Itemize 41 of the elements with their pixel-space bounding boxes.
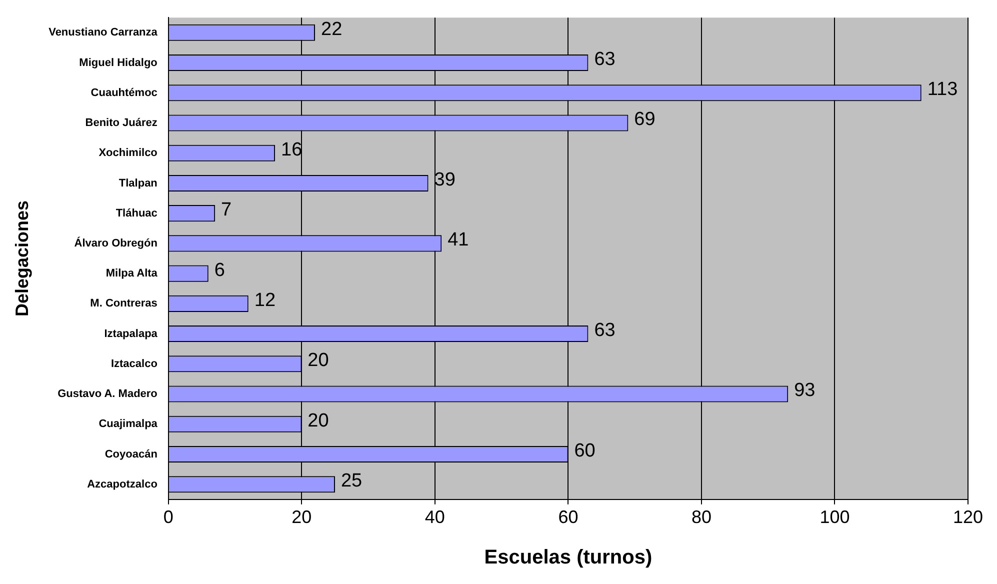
data-label: 39 xyxy=(434,169,456,190)
data-label: 16 xyxy=(281,139,302,160)
y-tick-label: Venustiano Carranza xyxy=(48,26,158,39)
data-label: 20 xyxy=(308,410,329,432)
y-tick-label: Benito Juárez xyxy=(85,117,158,130)
y-tick-label: Iztapalapa xyxy=(104,328,158,340)
y-tick-label: Xochimilco xyxy=(98,147,158,160)
data-label: 63 xyxy=(594,49,616,70)
y-tick-label: Álvaro Obregón xyxy=(74,236,158,250)
data-label: 93 xyxy=(794,380,816,402)
x-tick-label: 80 xyxy=(691,507,712,528)
data-label: 25 xyxy=(340,470,362,492)
y-tick-label: Azcapotzalco xyxy=(87,478,158,490)
y-tick-label: M. Contreras xyxy=(90,298,158,310)
x-axis-title: Escuelas (turnos) xyxy=(484,546,652,569)
data-label: 63 xyxy=(594,320,616,342)
data-label: 69 xyxy=(634,109,656,130)
y-tick-label: Cuauhtémoc xyxy=(90,86,158,99)
x-tick-label: 60 xyxy=(558,507,578,528)
data-label: 41 xyxy=(448,230,469,251)
y-tick-label: Milpa Alta xyxy=(106,268,158,280)
data-label: 7 xyxy=(221,200,232,221)
y-tick-label: Cuajimalpa xyxy=(98,418,158,430)
y-tick-label: Iztacalco xyxy=(110,358,158,370)
data-label: 60 xyxy=(574,440,596,462)
y-axis-title: Delegaciones xyxy=(12,200,32,317)
data-label: 20 xyxy=(308,350,329,372)
data-label: 6 xyxy=(214,260,225,281)
y-tick-label: Miguel Hidalgo xyxy=(79,56,158,69)
x-tick-label: 120 xyxy=(952,507,984,528)
y-tick-label: Coyoacán xyxy=(104,448,158,460)
x-tick-label: 20 xyxy=(292,507,312,528)
y-tick-label: Gustavo A. Madero xyxy=(58,388,158,400)
y-tick-label: Tláhuac xyxy=(116,207,158,220)
x-tick-label: 40 xyxy=(424,507,445,528)
data-label: 113 xyxy=(927,79,958,100)
data-label: 22 xyxy=(321,18,342,40)
x-tick-label: 100 xyxy=(820,507,850,528)
y-tick-label: Tlalpan xyxy=(118,177,158,190)
data-label: 12 xyxy=(254,290,276,311)
x-tick-label: 0 xyxy=(163,507,174,528)
